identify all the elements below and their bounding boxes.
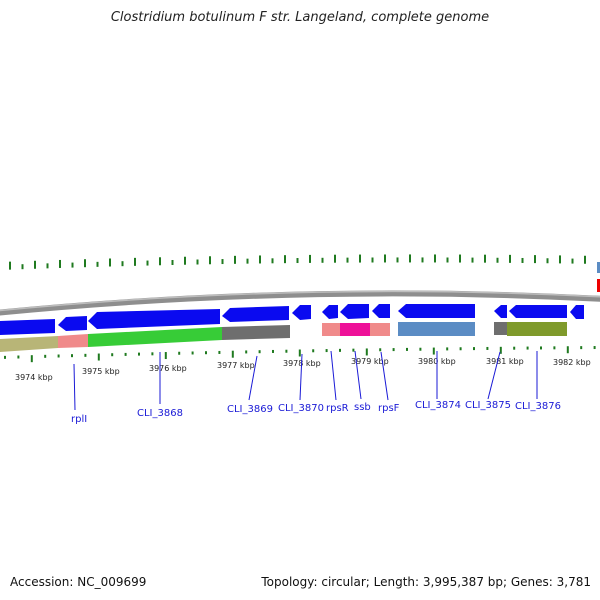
density-track	[9, 254, 586, 270]
gene-block-rpsR[interactable]	[322, 323, 340, 336]
leader-ssb	[354, 350, 362, 400]
genome-backbone-highlight	[0, 290, 600, 312]
leader-rpsR	[330, 350, 337, 401]
gene-label-CLI_3870[interactable]: CLI_3870	[278, 403, 324, 414]
gene-label-rplI[interactable]: rplI	[71, 414, 87, 425]
gene-block-CLI_3868[interactable]	[88, 327, 222, 347]
gene-block-rplI[interactable]	[58, 334, 88, 348]
cds-arrow-CLI_3868-a[interactable]	[58, 316, 87, 331]
edge-feature-steel[interactable]	[597, 262, 600, 273]
cds-arrow-rplI[interactable]	[0, 319, 55, 335]
genome-backbone	[0, 290, 600, 316]
cds-track	[0, 304, 584, 335]
gene-label-CLI_3868[interactable]: CLI_3868	[137, 408, 183, 419]
scale-labels: 3974 kbp 3975 kbp 3976 kbp 3977 kbp 3978…	[15, 357, 591, 382]
lower-density-track	[4, 346, 596, 363]
gene-block-tan[interactable]	[0, 336, 58, 352]
gene-label-rpsF[interactable]: rpsF	[378, 403, 400, 414]
cds-arrow-CLI_3869[interactable]	[222, 306, 289, 322]
cds-arrow-CLI_3876[interactable]	[509, 305, 567, 318]
gene-track	[0, 322, 567, 352]
edge-feature-red[interactable]	[597, 279, 600, 292]
scale-label-3981: 3981 kbp	[486, 357, 524, 366]
gene-label-rpsR[interactable]: rpsR	[326, 403, 349, 414]
cds-arrow-partial[interactable]	[570, 305, 584, 319]
genome-stats-label: Topology: circular; Length: 3,995,387 bp…	[261, 575, 591, 589]
gene-block-ssb[interactable]	[340, 323, 370, 336]
scale-label-3975: 3975 kbp	[82, 367, 120, 376]
gene-labels: rplI CLI_3868 CLI_3869 CLI_3870 rpsR ssb…	[71, 400, 561, 425]
map-title: Clostridium botulinum F str. Langeland, …	[110, 10, 490, 25]
gene-label-ssb[interactable]: ssb	[354, 402, 371, 413]
gene-block-CLI_3874[interactable]	[398, 322, 475, 336]
scale-label-3974: 3974 kbp	[15, 373, 53, 382]
gene-label-CLI_3875[interactable]: CLI_3875	[465, 400, 511, 411]
cds-arrow-rpsF[interactable]	[372, 304, 390, 318]
leader-rplI	[73, 363, 76, 411]
gene-block-CLI_3875[interactable]	[494, 322, 507, 335]
leader-CLI_3875	[487, 351, 501, 400]
cds-arrow-rpsR[interactable]	[322, 305, 338, 319]
gene-block-CLI_3876[interactable]	[507, 322, 567, 336]
leader-CLI_3870	[299, 353, 303, 401]
leader-rpsF	[380, 351, 389, 401]
cds-arrow-CLI_3875[interactable]	[494, 305, 507, 318]
gene-block-rpsF[interactable]	[370, 323, 390, 336]
gene-leaders	[73, 350, 538, 411]
accession-label: Accession: NC_009699	[10, 575, 147, 589]
cds-arrow-ssb[interactable]	[340, 304, 369, 319]
gene-label-CLI_3869[interactable]: CLI_3869	[227, 404, 273, 415]
scale-label-3977: 3977 kbp	[217, 361, 255, 370]
scale-label-3979: 3979 kbp	[351, 357, 389, 366]
cds-arrow-CLI_3874[interactable]	[398, 304, 475, 318]
scale-label-3976: 3976 kbp	[149, 364, 187, 373]
leader-CLI_3869	[248, 355, 258, 401]
scale-label-3982: 3982 kbp	[553, 358, 591, 367]
gene-label-CLI_3876[interactable]: CLI_3876	[515, 401, 561, 412]
gene-block-CLI_3869[interactable]	[222, 325, 290, 340]
cds-arrow-CLI_3870[interactable]	[292, 305, 311, 320]
gene-label-CLI_3874[interactable]: CLI_3874	[415, 400, 461, 411]
cds-arrow-CLI_3868[interactable]	[88, 309, 220, 329]
